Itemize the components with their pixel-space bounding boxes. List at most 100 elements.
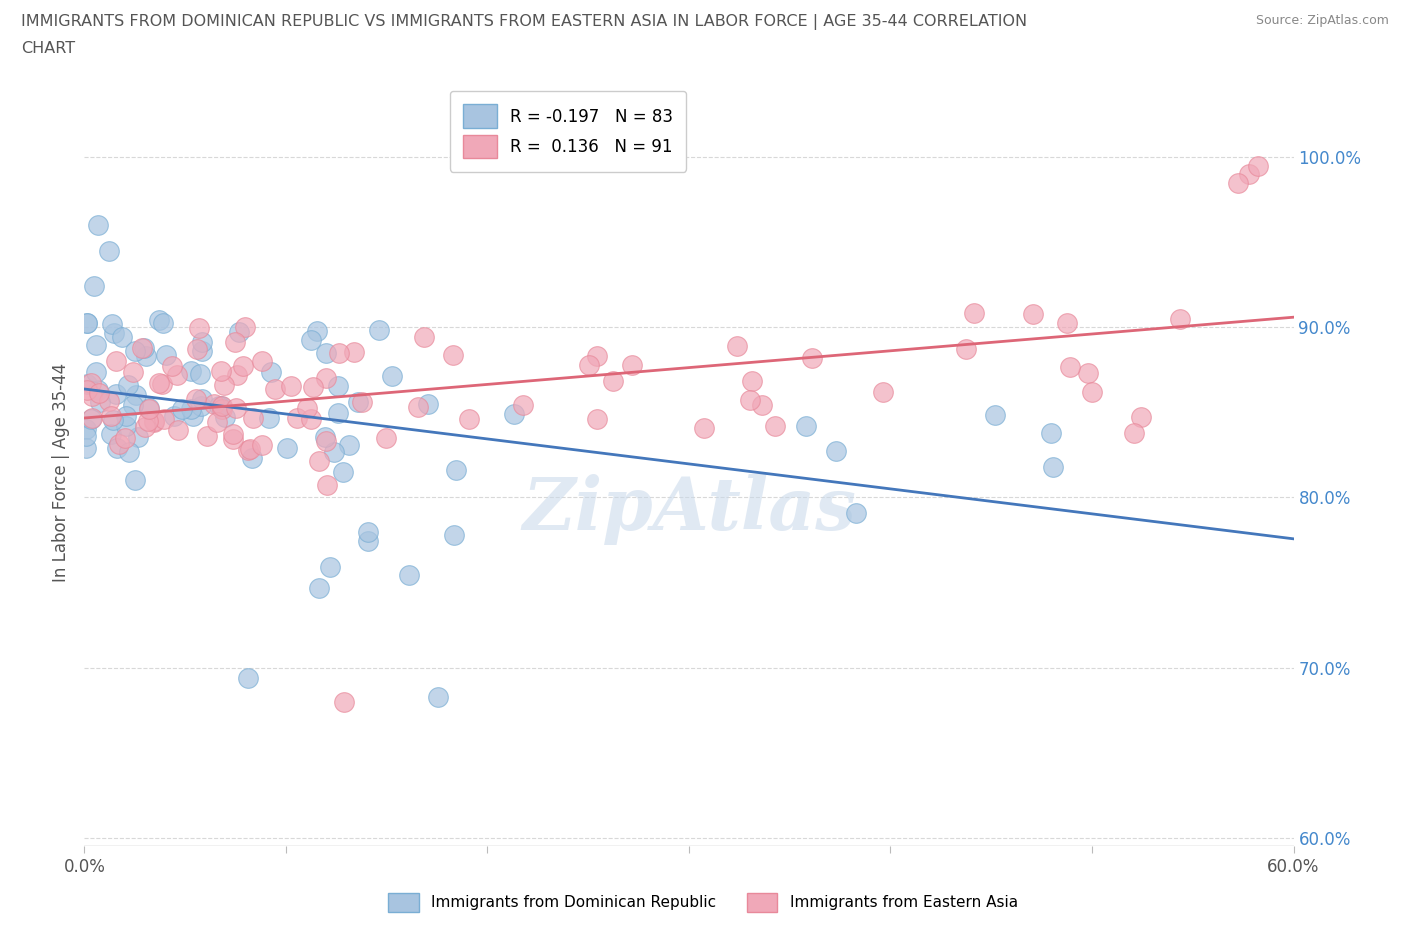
Point	[75, 441, 97, 456]
Point	[299, 412, 322, 427]
Point	[135, 348, 157, 363]
Point	[586, 412, 609, 427]
Point	[87, 382, 110, 397]
Point	[160, 359, 183, 374]
Point	[1042, 459, 1064, 474]
Point	[443, 527, 465, 542]
Point	[224, 334, 246, 349]
Point	[328, 345, 350, 360]
Point	[738, 392, 761, 407]
Point	[150, 377, 173, 392]
Point	[356, 525, 378, 539]
Point	[153, 411, 176, 426]
Point	[97, 393, 120, 408]
Point	[343, 344, 366, 359]
Point	[115, 418, 138, 433]
Point	[236, 671, 259, 685]
Point	[315, 370, 337, 385]
Point	[315, 478, 337, 493]
Point	[98, 244, 121, 259]
Point	[132, 340, 155, 355]
Point	[121, 365, 143, 380]
Point	[457, 411, 479, 426]
Point	[257, 410, 280, 425]
Point	[211, 402, 233, 417]
Point	[751, 397, 773, 412]
Point	[693, 420, 716, 435]
Point	[955, 341, 977, 356]
Point	[84, 365, 107, 379]
Point	[586, 349, 609, 364]
Point	[1081, 384, 1104, 399]
Point	[155, 348, 177, 363]
Point	[741, 374, 763, 389]
Point	[323, 445, 346, 459]
Point	[136, 414, 159, 429]
Point	[299, 333, 322, 348]
Point	[124, 472, 146, 487]
Point	[1039, 425, 1062, 440]
Point	[872, 384, 894, 399]
Point	[114, 408, 136, 423]
Point	[412, 330, 434, 345]
Point	[328, 406, 350, 421]
Point	[143, 415, 166, 430]
Point	[191, 343, 214, 358]
Point	[326, 379, 349, 393]
Point	[314, 430, 336, 445]
Point	[332, 464, 354, 479]
Point	[232, 359, 254, 374]
Point	[1168, 312, 1191, 326]
Point	[621, 357, 644, 372]
Point	[222, 432, 245, 446]
Point	[80, 375, 103, 390]
Point	[240, 450, 263, 465]
Point	[352, 395, 374, 410]
Point	[80, 389, 103, 404]
Text: CHART: CHART	[21, 41, 75, 56]
Point	[315, 345, 337, 360]
Point	[103, 326, 125, 340]
Point	[238, 443, 260, 458]
Point	[357, 533, 380, 548]
Point	[233, 320, 256, 335]
Point	[107, 437, 129, 452]
Point	[172, 401, 194, 416]
Point	[212, 378, 235, 392]
Point	[381, 369, 404, 384]
Point	[441, 348, 464, 363]
Point	[444, 462, 467, 477]
Point	[368, 323, 391, 338]
Point	[127, 430, 149, 445]
Point	[82, 410, 104, 425]
Point	[148, 312, 170, 327]
Point	[222, 427, 245, 442]
Text: ZipAtlas: ZipAtlas	[522, 474, 856, 545]
Point	[125, 388, 148, 403]
Point	[186, 342, 208, 357]
Point	[725, 339, 748, 353]
Point	[225, 400, 247, 415]
Point	[285, 410, 308, 425]
Point	[75, 421, 97, 436]
Point	[801, 351, 824, 365]
Point	[214, 410, 236, 425]
Point	[188, 366, 211, 381]
Point	[76, 315, 98, 330]
Point	[195, 429, 218, 444]
Point	[1227, 175, 1250, 190]
Point	[578, 358, 600, 373]
Point	[75, 428, 97, 443]
Point	[211, 399, 233, 414]
Point	[105, 387, 128, 402]
Point	[143, 413, 166, 428]
Point	[406, 399, 429, 414]
Point	[250, 437, 273, 452]
Point	[87, 218, 110, 232]
Point	[1247, 158, 1270, 173]
Point	[375, 431, 398, 445]
Point	[302, 379, 325, 394]
Point	[84, 338, 107, 352]
Point	[138, 402, 160, 417]
Point	[76, 382, 98, 397]
